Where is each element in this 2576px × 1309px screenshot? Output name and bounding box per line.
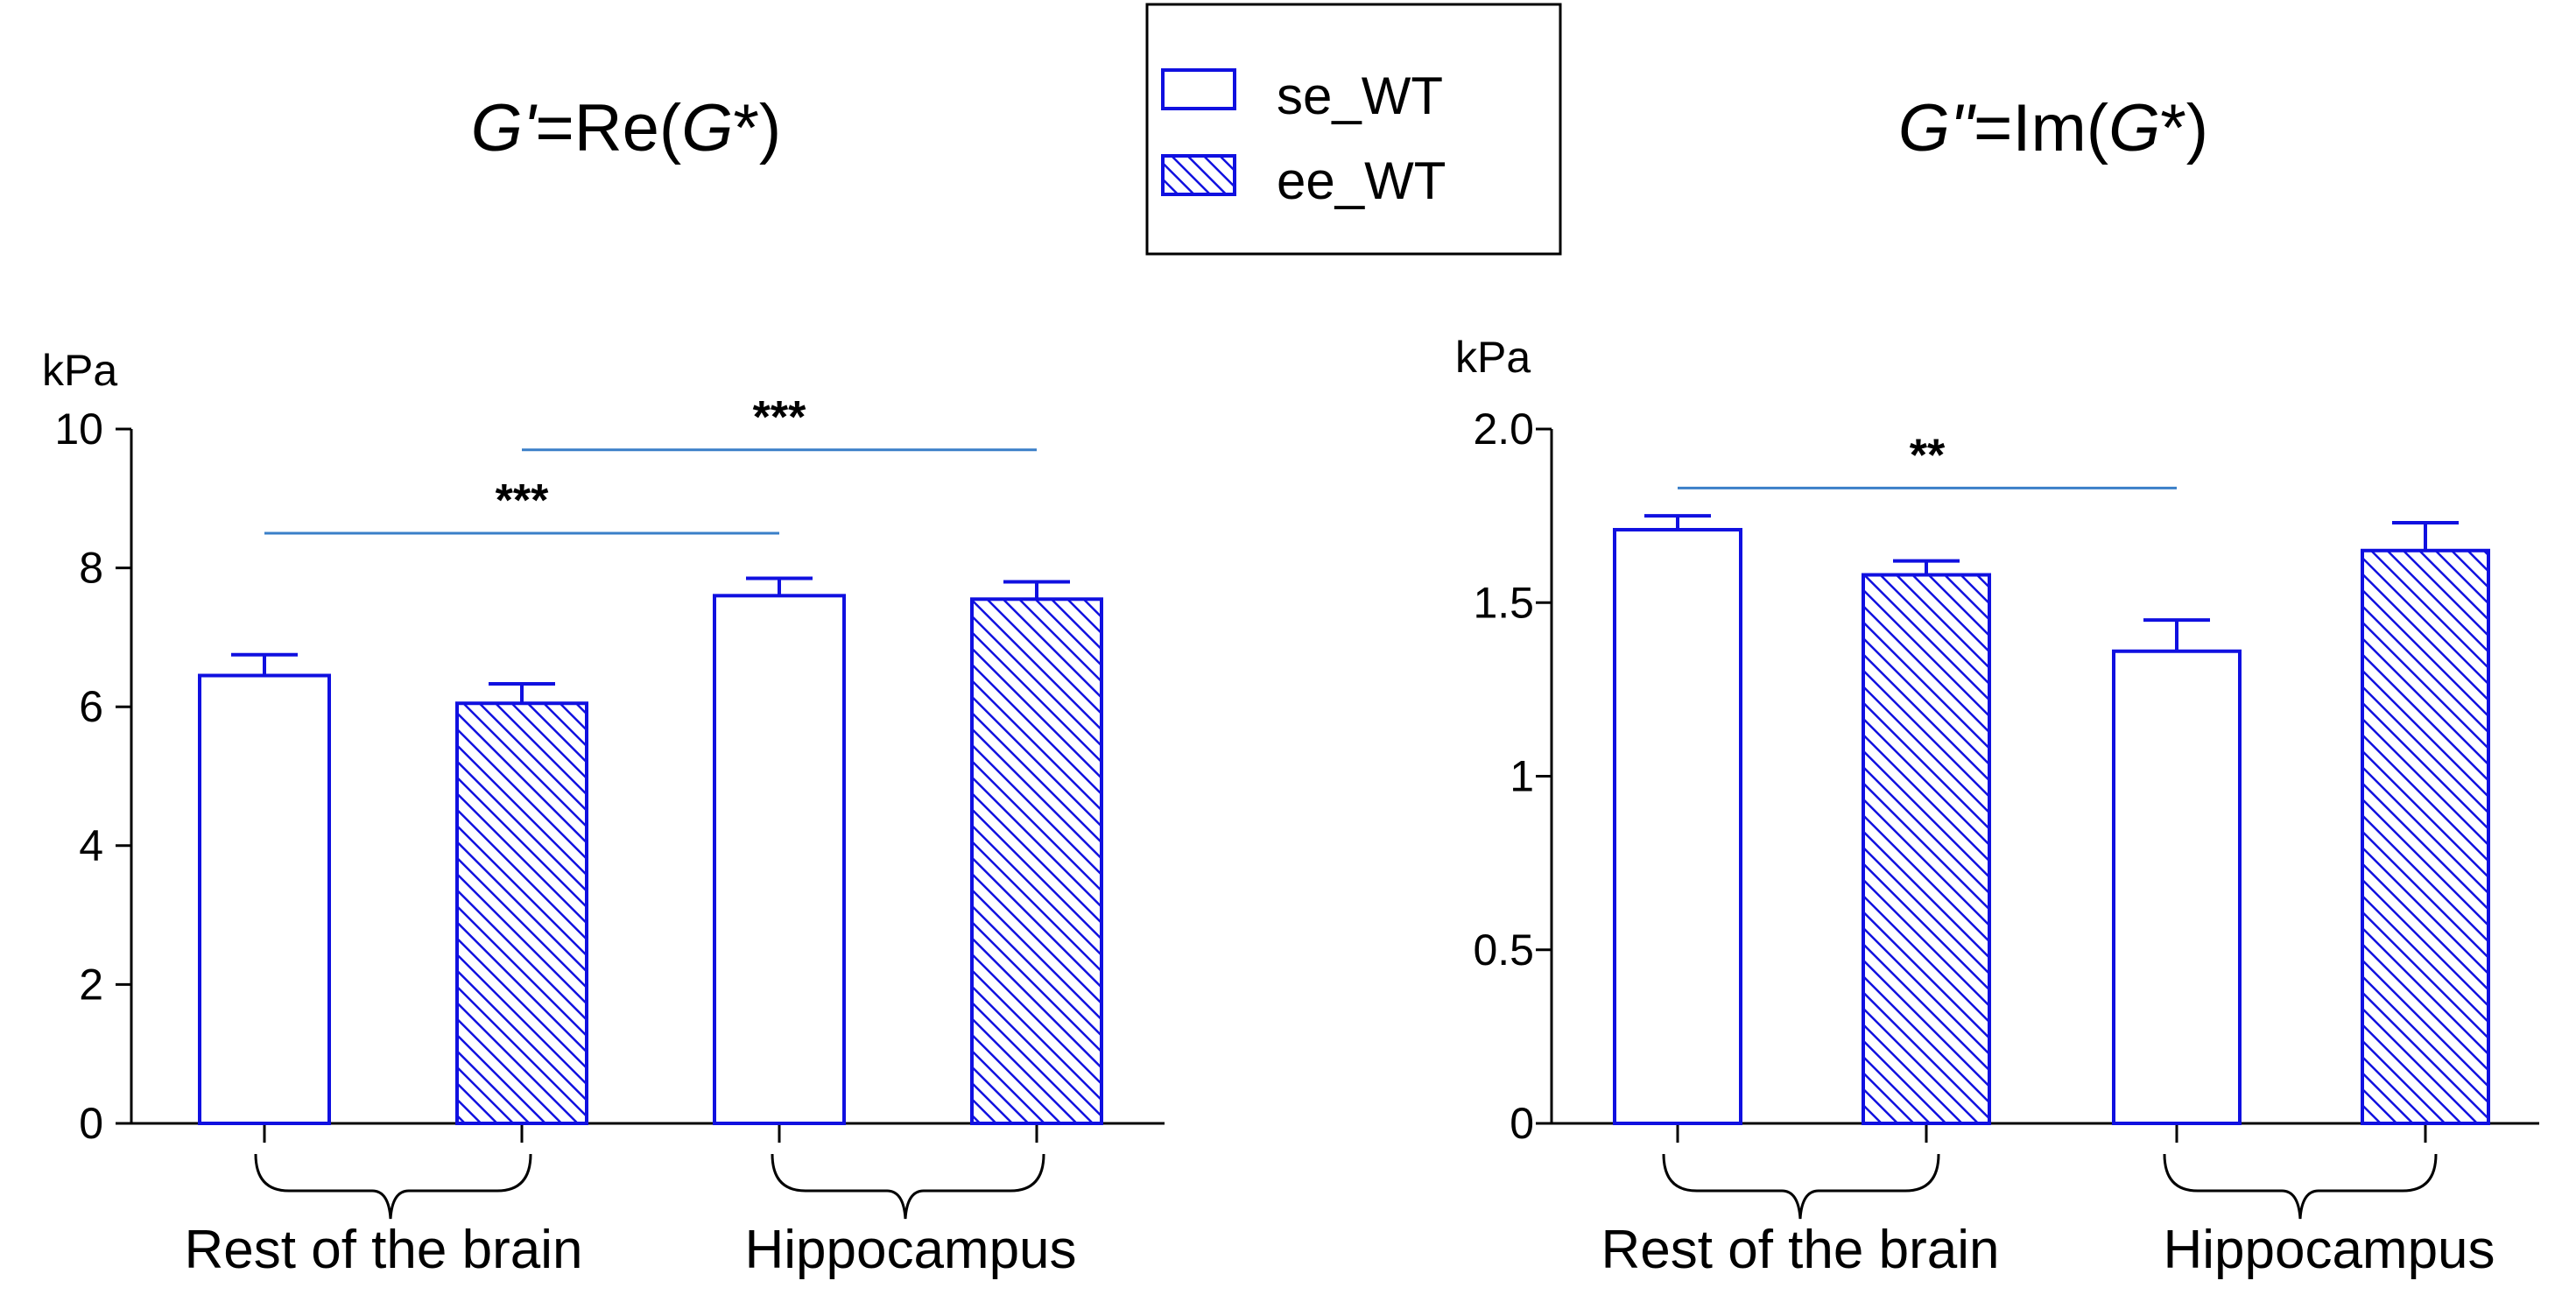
y-axis-unit: kPa <box>1455 333 1531 382</box>
title-part: " <box>1950 91 1976 165</box>
group-label-rest-of-brain: Rest of the brain <box>185 1220 583 1280</box>
legend-label-se-wt: se_WT <box>1277 67 1443 125</box>
significance-label: ** <box>1910 430 1946 481</box>
y-tick-label: 1 <box>1510 752 1534 801</box>
title-part: =Im( <box>1974 91 2108 165</box>
y-tick-label: 2.0 <box>1473 405 1534 454</box>
title-part: G <box>1898 91 1950 165</box>
bar-se-wt <box>1613 527 1742 1125</box>
legend-swatch-ee-wt <box>1161 154 1236 196</box>
y-tick-label: 10 <box>54 405 103 454</box>
y-tick-label: 1.5 <box>1473 578 1534 627</box>
bar-se-wt <box>713 594 846 1125</box>
group-bracket <box>771 1153 1045 1220</box>
group-bracket <box>2163 1153 2438 1220</box>
legend-box <box>1145 3 1562 256</box>
y-tick-label: 4 <box>79 821 103 870</box>
group-label-hippocampus: Hippocampus <box>744 1220 1076 1280</box>
group-label-hippocampus: Hippocampus <box>2163 1220 2495 1280</box>
significance-label: *** <box>496 475 549 526</box>
group-brackets <box>1662 1153 2438 1220</box>
bar-se-wt <box>198 673 331 1125</box>
chart-marks: 0 0.5 1 1.5 2.0 ** <box>1473 405 2539 1148</box>
bar-ee-wt <box>455 701 588 1125</box>
chart-title: G"=Im(G*) <box>1898 91 2208 165</box>
bar-ee-wt <box>1862 573 1991 1125</box>
bar-ee-wt <box>970 597 1103 1125</box>
y-axis-unit: kPa <box>42 346 117 395</box>
group-bracket <box>1662 1153 1940 1220</box>
title-part: G <box>471 91 523 165</box>
y-tick-label: 0.5 <box>1473 925 1534 975</box>
y-tick-label: 0 <box>79 1099 103 1148</box>
title-part: =Re( <box>535 91 681 165</box>
group-bracket <box>254 1153 532 1220</box>
title-part: G <box>2108 91 2160 165</box>
legend: se_WT ee_WT <box>1145 3 1562 256</box>
title-part: G <box>681 91 733 165</box>
group-brackets <box>254 1153 1045 1220</box>
significance-label: *** <box>753 392 806 443</box>
chart-title: G'=Re(G*) <box>471 91 782 165</box>
y-tick-label: 2 <box>79 960 103 1009</box>
legend-swatch-se-wt <box>1161 68 1236 110</box>
legend-label-ee-wt: ee_WT <box>1277 151 1446 210</box>
group-label-rest-of-brain: Rest of the brain <box>1601 1220 2000 1280</box>
y-tick-label: 0 <box>1510 1099 1534 1148</box>
chart-marks: 0 2 4 6 8 10 *** *** <box>54 392 1165 1148</box>
title-part: *) <box>2160 91 2208 165</box>
bar-ee-wt <box>2361 548 2490 1125</box>
chart-loss-modulus: G"=Im(G*) kPa 00.511.52.0** Rest of the … <box>1455 91 2539 1280</box>
bar-se-wt <box>2112 649 2242 1125</box>
title-part: *) <box>733 91 781 165</box>
y-tick-label: 8 <box>79 544 103 593</box>
title-part: ' <box>523 91 538 165</box>
y-tick-label: 6 <box>79 682 103 731</box>
